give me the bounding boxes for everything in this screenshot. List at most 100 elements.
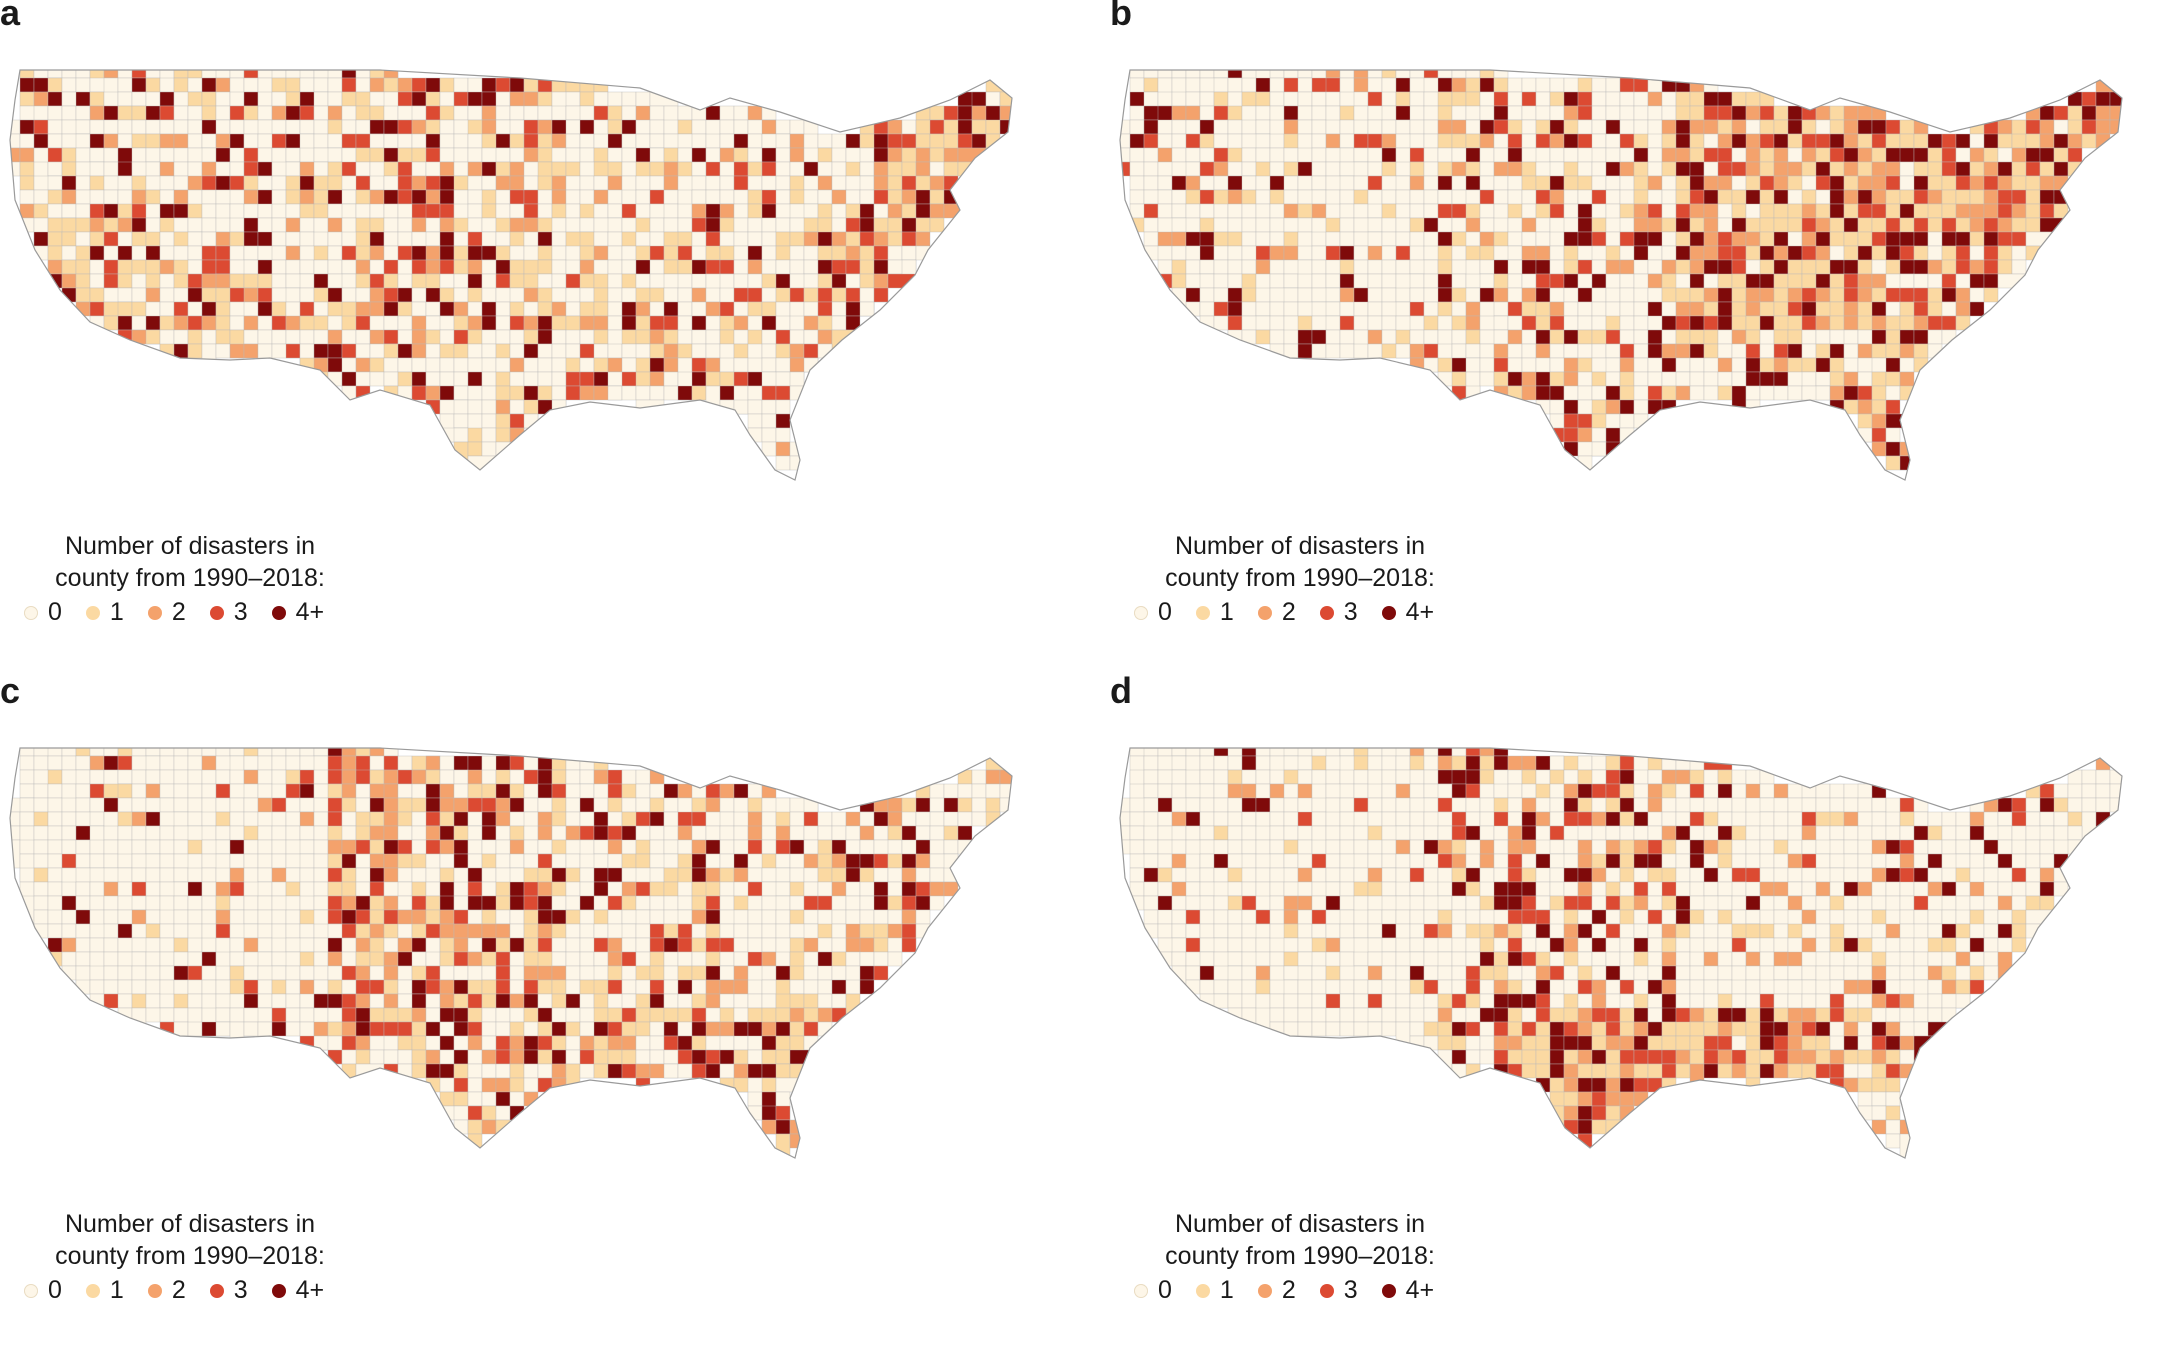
county-cell: [1577, 825, 1593, 841]
county-cell: [1941, 315, 1957, 331]
county-cell: [201, 867, 217, 883]
county-cell: [397, 357, 413, 373]
county-cell: [495, 825, 511, 841]
county-cell: [425, 1035, 441, 1051]
county-cell: [635, 287, 651, 303]
county-cell: [1871, 287, 1887, 303]
county-cell: [411, 769, 427, 785]
county-cell: [1507, 881, 1523, 897]
legend-swatch-4: [271, 605, 286, 620]
county-cell: [1227, 811, 1243, 827]
county-cell: [1759, 203, 1775, 219]
county-cell: [411, 357, 427, 373]
county-cell: [845, 245, 861, 261]
county-cell: [145, 909, 161, 925]
county-cell: [285, 748, 301, 757]
county-cell: [761, 245, 777, 261]
county-cell: [425, 91, 441, 107]
county-cell: [537, 993, 553, 1009]
county-cell: [1325, 77, 1341, 93]
county-cell: [705, 105, 721, 121]
county-cell: [621, 965, 637, 981]
county-cell: [285, 909, 301, 925]
county-cell: [327, 287, 343, 303]
county-cell: [1633, 769, 1649, 785]
county-cell: [1703, 119, 1719, 135]
county-cell: [1675, 133, 1691, 149]
county-cell: [649, 1021, 665, 1037]
county-cell: [397, 979, 413, 995]
county-cell: [1381, 329, 1397, 345]
county-cell: [1493, 133, 1509, 149]
county-cell: [89, 161, 105, 177]
county-cell: [2011, 133, 2027, 149]
county-cell: [607, 825, 623, 841]
county-cell: [2025, 189, 2041, 205]
county-cell: [383, 175, 399, 191]
county-cell: [187, 259, 203, 275]
county-cell: [439, 301, 455, 317]
county-cell: [215, 175, 231, 191]
county-cell: [2011, 189, 2027, 205]
county-cell: [1577, 161, 1593, 177]
county-cell: [1969, 133, 1985, 149]
county-cell: [663, 1007, 679, 1023]
county-cell: [887, 923, 903, 939]
county-cell: [313, 979, 329, 995]
county-cell: [75, 951, 91, 967]
county-cell: [1605, 231, 1621, 247]
county-cell: [1885, 867, 1901, 883]
county-cell: [1983, 147, 1999, 163]
county-cell: [1675, 161, 1691, 177]
county-cell: [831, 951, 847, 967]
county-cell: [439, 343, 455, 359]
county-cell: [1661, 245, 1677, 261]
county-cell: [1913, 315, 1929, 331]
county-cell: [1213, 259, 1229, 275]
county-cell: [1787, 273, 1803, 289]
county-cell: [1325, 91, 1341, 107]
county-cell: [1717, 371, 1733, 387]
county-cell: [271, 853, 287, 869]
county-cell: [817, 853, 833, 869]
county-cell: [1199, 217, 1215, 233]
county-cell: [1619, 119, 1635, 135]
county-cell: [299, 105, 315, 121]
county-cell: [1731, 203, 1747, 219]
county-cell: [285, 923, 301, 939]
county-cell: [1633, 357, 1649, 373]
county-cell: [565, 1035, 581, 1051]
county-cell: [75, 937, 91, 953]
county-cell: [1213, 315, 1229, 331]
county-cell: [187, 993, 203, 1009]
county-cell: [831, 301, 847, 317]
county-cell: [579, 783, 595, 799]
county-cell: [607, 245, 623, 261]
county-cell: [1381, 811, 1397, 827]
county-cell: [1395, 91, 1411, 107]
county-cell: [1661, 91, 1677, 107]
county-cell: [705, 329, 721, 345]
county-cell: [383, 1007, 399, 1023]
county-cell: [243, 315, 259, 331]
county-cell: [1269, 315, 1285, 331]
county-cell: [677, 811, 693, 827]
county-cell: [425, 189, 441, 205]
county-cell: [1507, 273, 1523, 289]
county-cell: [1143, 203, 1159, 219]
county-cell: [1255, 147, 1271, 163]
county-cell: [1227, 70, 1243, 79]
county-cell: [985, 91, 1001, 107]
county-cell: [1717, 783, 1733, 799]
county-cell: [733, 923, 749, 939]
county-cell: [747, 161, 763, 177]
county-cell: [1759, 867, 1775, 883]
county-cell: [635, 895, 651, 911]
county-cell: [187, 748, 203, 757]
county-cell: [1241, 259, 1257, 275]
county-cell: [1997, 825, 2013, 841]
county-cell: [1703, 203, 1719, 219]
county-cell: [621, 1035, 637, 1051]
county-cell: [1283, 797, 1299, 813]
county-cell: [1381, 105, 1397, 121]
